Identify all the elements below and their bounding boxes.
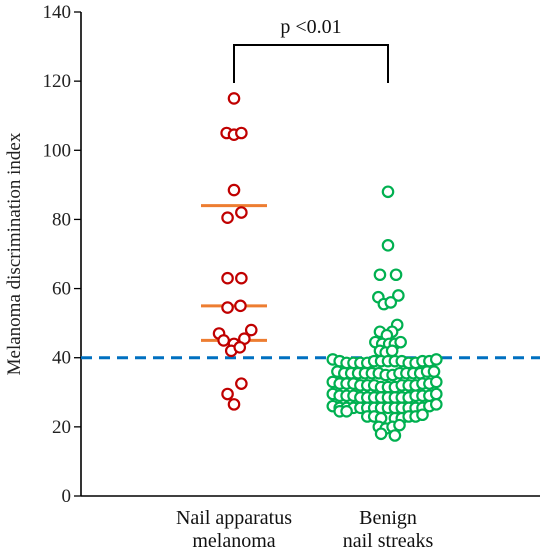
- significance-bracket: [233, 44, 389, 83]
- axes-layer: 0 20 40 60 80 100 120 140: [43, 2, 540, 507]
- data-point-0-4: [227, 183, 241, 197]
- labels-layer: Melanoma discrimination index Nail appara…: [4, 132, 433, 552]
- data-point-1-114: [388, 429, 402, 442]
- category-label-0-1: melanoma: [192, 530, 275, 552]
- y-tick-label: 120: [43, 71, 72, 92]
- data-point-1-112: [393, 418, 406, 432]
- category-label-1-1: nail streaks: [343, 530, 434, 552]
- annotation-layer: p <0.01: [233, 16, 389, 83]
- data-point-1-1: [381, 239, 395, 252]
- data-point-0-12: [217, 334, 230, 347]
- data-points-layer: [212, 92, 443, 442]
- y-tick-label: 20: [52, 417, 71, 438]
- y-tick-label: 80: [52, 209, 71, 230]
- data-point-0-8: [235, 271, 248, 285]
- data-point-0-20: [227, 398, 241, 411]
- data-point-1-100: [340, 404, 353, 418]
- y-tick-label: 60: [52, 279, 71, 300]
- data-point-0-15: [244, 323, 258, 337]
- data-point-0-6: [235, 206, 248, 219]
- data-point-1-66: [429, 375, 443, 389]
- data-point-0-5: [221, 211, 234, 224]
- y-tick-label: 40: [52, 348, 71, 369]
- data-point-0-9: [221, 301, 234, 314]
- category-label-1-0: Benign: [359, 507, 417, 529]
- y-axis-title: Melanoma discrimination index: [4, 132, 25, 375]
- data-point-1-35: [429, 353, 443, 366]
- y-tick-label: 100: [43, 140, 72, 161]
- data-point-1-2: [373, 268, 387, 282]
- category-label-0-0: Nail apparatus: [176, 507, 292, 529]
- data-point-0-7: [221, 271, 234, 285]
- data-point-1-16: [394, 335, 407, 349]
- data-point-0-17: [233, 341, 247, 354]
- data-point-1-98: [429, 398, 443, 411]
- data-point-1-7: [384, 296, 398, 309]
- data-point-1-5: [392, 289, 405, 302]
- data-point-0-3: [235, 126, 248, 140]
- data-point-1-82: [429, 387, 443, 401]
- data-point-0-18: [235, 377, 248, 390]
- data-point-0-0: [227, 92, 241, 105]
- data-point-1-0: [381, 185, 395, 199]
- data-point-0-10: [234, 299, 247, 313]
- y-tick-label: 0: [62, 486, 72, 507]
- data-point-1-108: [416, 408, 429, 422]
- data-point-0-19: [221, 387, 234, 401]
- significance-label: p <0.01: [280, 16, 341, 38]
- data-point-1-19: [385, 344, 399, 358]
- data-point-1-50: [427, 365, 441, 378]
- data-point-1-113: [374, 427, 388, 441]
- y-tick-label: 140: [43, 2, 72, 23]
- data-point-1-3: [389, 268, 403, 282]
